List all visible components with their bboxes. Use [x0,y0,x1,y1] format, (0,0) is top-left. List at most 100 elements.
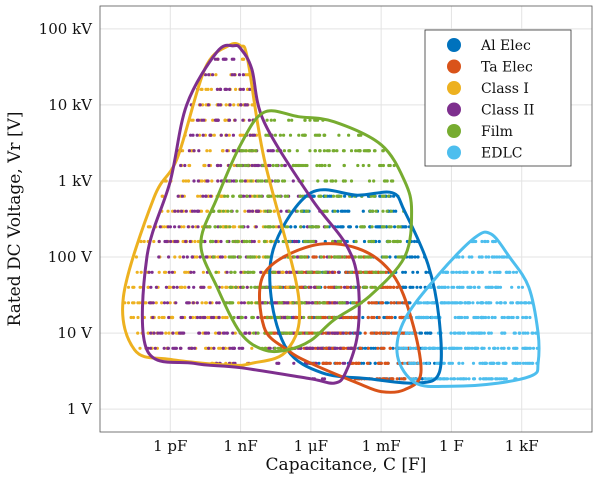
data-point [157,255,161,259]
data-point [490,361,494,365]
data-point [273,301,277,305]
data-point [482,346,486,350]
data-point [165,301,170,305]
data-point [387,163,391,168]
data-point [147,301,152,305]
data-point [264,179,268,183]
data-point [361,209,365,213]
y-tick-label: 10 kV [48,96,93,114]
data-point [346,285,350,289]
data-point [264,255,268,259]
data-point [150,270,154,274]
data-point [149,285,153,289]
data-point [280,163,284,168]
data-point [273,133,277,137]
data-point [220,285,224,289]
data-point [161,194,165,198]
data-point [425,301,429,305]
data-point [510,315,514,320]
data-point [196,179,200,183]
data-point [395,377,399,381]
data-point [198,103,202,107]
data-point [408,361,412,365]
data-point [419,285,423,289]
data-point [410,255,414,259]
data-point [349,270,353,274]
data-point [233,331,237,335]
data-point [227,87,232,91]
data-point [278,133,282,137]
data-point [336,225,340,229]
data-point [309,285,313,289]
data-point [251,209,255,213]
data-point [300,301,304,305]
data-point [168,225,172,229]
data-point [373,149,377,153]
data-point [481,361,485,365]
data-point [388,255,392,259]
data-point [343,361,347,365]
data-point [488,285,492,289]
data-point [252,239,256,244]
data-point [175,285,179,289]
data-point [394,255,398,259]
data-point [489,331,493,335]
data-point [209,87,213,91]
data-point [335,331,340,335]
data-point [193,239,197,244]
data-point [283,194,287,198]
data-point [381,255,385,259]
data-point [379,270,383,274]
data-point [153,346,157,350]
data-point [190,346,194,350]
data-point [413,377,417,381]
data-point [221,209,225,213]
data-point [256,331,260,335]
legend-label: Film [481,124,513,140]
data-point [231,331,235,335]
y-tick-label: 1 kV [58,172,93,190]
data-point [458,377,462,381]
data-point [204,255,208,259]
data-point [318,163,322,168]
data-point [322,149,326,153]
data-point [201,133,205,137]
data-point [291,179,295,183]
data-point [323,209,327,213]
data-point [167,331,171,335]
data-point [303,133,307,137]
data-point [247,301,251,305]
data-point [223,118,227,122]
data-point [236,285,240,289]
data-point [337,133,341,137]
data-point [464,377,468,381]
data-point [387,225,391,229]
data-point [458,270,462,274]
data-point [358,331,362,335]
data-point [272,209,276,213]
data-point [248,133,252,137]
data-point [216,163,220,168]
data-point [266,255,270,259]
data-point [403,270,407,274]
data-point [218,87,223,91]
data-point [461,255,465,259]
data-point [260,179,264,183]
data-point [266,149,270,153]
data-point [362,361,366,365]
data-point [429,331,433,335]
data-point [203,133,207,137]
data-point [392,285,396,289]
data-point [206,103,210,107]
data-point [273,331,277,335]
series-points-5 [398,239,539,381]
data-point [404,331,408,335]
data-point [452,377,457,381]
data-point [232,163,236,168]
data-point [527,346,532,350]
data-point [357,133,361,137]
data-point [305,331,309,335]
data-point [317,133,321,137]
data-point [239,103,243,107]
data-point [244,149,248,153]
